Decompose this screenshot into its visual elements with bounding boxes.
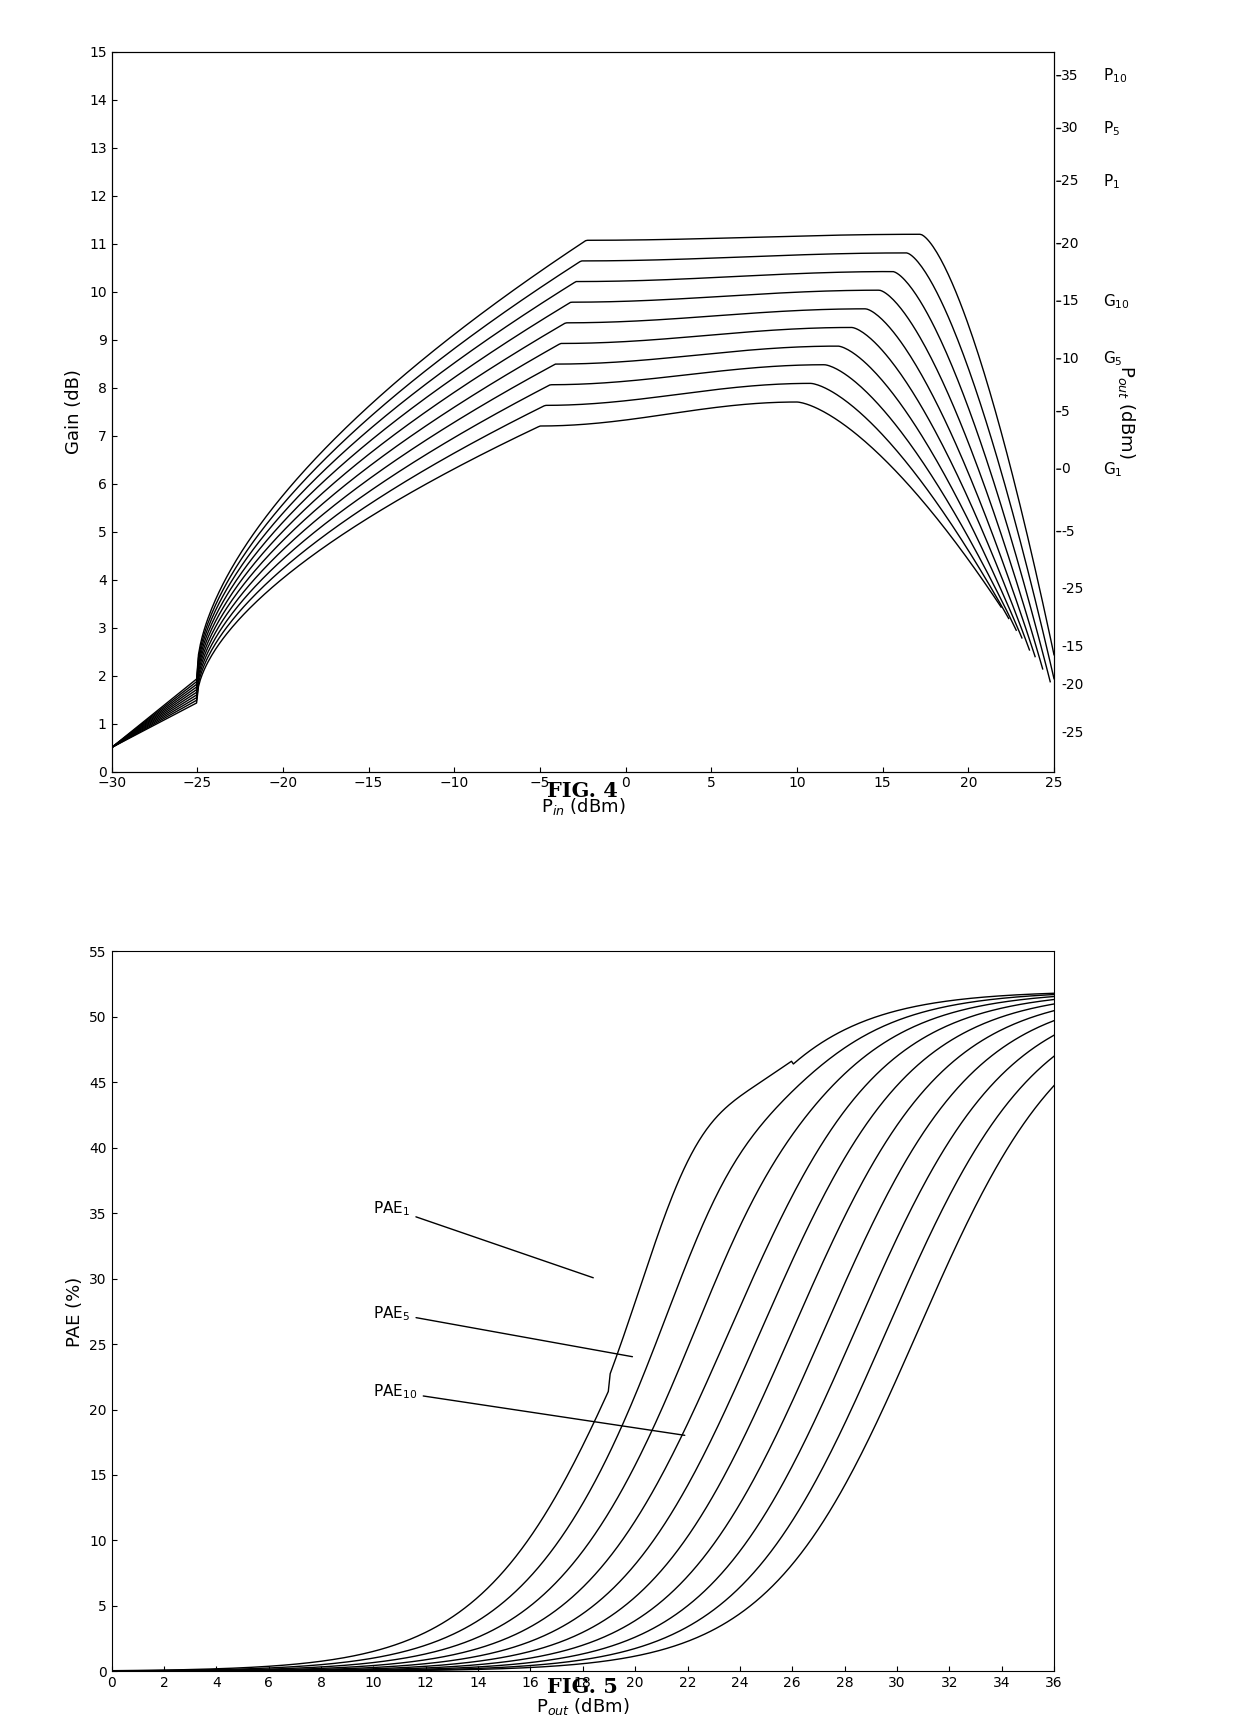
Text: G$_{10}$: G$_{10}$	[1102, 291, 1130, 310]
Text: -5: -5	[1061, 524, 1075, 539]
Text: FIG. 5: FIG. 5	[547, 1676, 619, 1697]
Text: -25: -25	[1061, 725, 1084, 741]
Text: -15: -15	[1061, 639, 1084, 653]
Text: P$_1$: P$_1$	[1102, 172, 1120, 191]
Y-axis label: PAE (%): PAE (%)	[66, 1277, 83, 1346]
Text: -25: -25	[1061, 582, 1084, 596]
Text: 10: 10	[1061, 351, 1079, 365]
Text: PAE$_5$: PAE$_5$	[373, 1304, 632, 1356]
Text: 25: 25	[1061, 174, 1079, 188]
Text: PAE$_1$: PAE$_1$	[373, 1199, 593, 1278]
Text: G$_1$: G$_1$	[1102, 460, 1122, 479]
Text: 20: 20	[1061, 236, 1079, 250]
Text: 35: 35	[1061, 69, 1079, 83]
X-axis label: P$_{out}$ (dBm): P$_{out}$ (dBm)	[536, 1695, 630, 1716]
Text: 5: 5	[1061, 405, 1070, 419]
Text: 0: 0	[1061, 462, 1070, 476]
Y-axis label: P$_{out}$ (dBm): P$_{out}$ (dBm)	[1116, 365, 1137, 458]
Y-axis label: Gain (dB): Gain (dB)	[66, 369, 83, 455]
X-axis label: P$_{in}$ (dBm): P$_{in}$ (dBm)	[541, 796, 625, 817]
Text: PAE$_{10}$: PAE$_{10}$	[373, 1382, 684, 1435]
Text: G$_5$: G$_5$	[1102, 350, 1122, 369]
Text: -20: -20	[1061, 679, 1084, 693]
Text: P$_5$: P$_5$	[1102, 119, 1120, 138]
Text: 15: 15	[1061, 295, 1079, 308]
Text: P$_{10}$: P$_{10}$	[1102, 65, 1127, 84]
Text: FIG. 4: FIG. 4	[547, 781, 619, 801]
Text: 30: 30	[1061, 122, 1079, 136]
